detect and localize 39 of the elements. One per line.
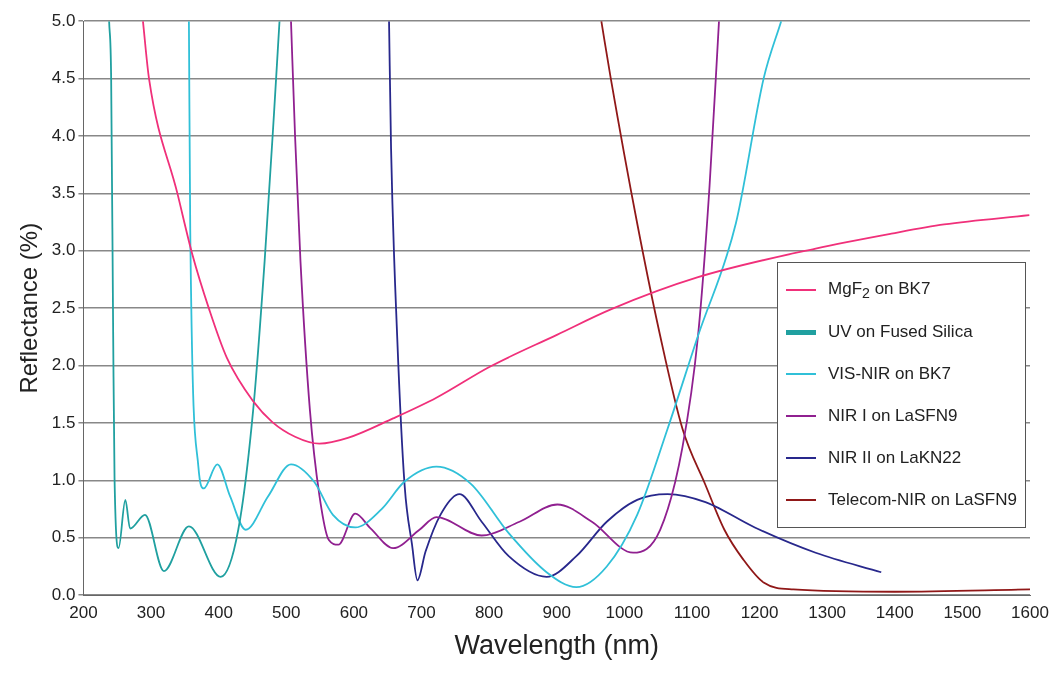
legend-label: NIR II on LaKN22 — [828, 448, 962, 468]
x-tick-label: 300 — [136, 603, 166, 623]
x-tick-label: 1300 — [808, 603, 847, 623]
y-tick-label: 0.0 — [51, 584, 76, 604]
legend-label: UV on Fused Silica — [828, 322, 973, 342]
line-series — [290, 21, 720, 554]
y-tick-label: 2.0 — [51, 355, 76, 375]
y-tick-label: 1.0 — [51, 470, 76, 490]
x-tick-label: 1600 — [1011, 603, 1049, 623]
y-tick-label: 0.5 — [51, 527, 76, 547]
line-series — [108, 21, 281, 578]
y-tick-label: 4.5 — [51, 68, 76, 88]
x-tick-label: 1000 — [605, 603, 644, 623]
legend-label: VIS-NIR on BK7 — [828, 364, 951, 384]
y-tick-label: 2.5 — [51, 297, 76, 317]
y-tick-label: 3.0 — [51, 240, 76, 260]
x-tick-label: 400 — [204, 603, 233, 623]
legend-label: NIR I on LaSFN9 — [828, 406, 958, 426]
y-tick-label: 5.0 — [51, 10, 76, 30]
x-tick-label: 700 — [407, 603, 436, 623]
x-tick-label: 200 — [69, 603, 98, 623]
x-tick-label: 1500 — [943, 603, 982, 623]
y-axis-title: Reflectance (%) — [15, 222, 43, 394]
line-series — [600, 21, 1030, 593]
line-series — [188, 21, 783, 589]
y-tick-label: 1.5 — [51, 412, 76, 432]
x-tick-label: 1400 — [875, 603, 914, 623]
y-tick-label: 3.5 — [51, 183, 76, 203]
line-series — [142, 21, 1030, 445]
x-tick-label: 600 — [339, 603, 369, 623]
legend-label: MgF$_{2}$ on BK7 — [828, 278, 931, 302]
x-tick-label: 800 — [474, 603, 504, 623]
x-tick-label: 1200 — [740, 603, 779, 623]
y-tick-label: 4.0 — [51, 125, 76, 145]
x-tick-label: 900 — [542, 603, 571, 623]
legend-label: Telecom-NIR on LaSFN9 — [828, 490, 1017, 510]
x-axis-title: Wavelength (nm) — [454, 630, 660, 661]
x-tick-label: 500 — [272, 603, 301, 623]
x-tick-label: 1100 — [673, 603, 711, 623]
